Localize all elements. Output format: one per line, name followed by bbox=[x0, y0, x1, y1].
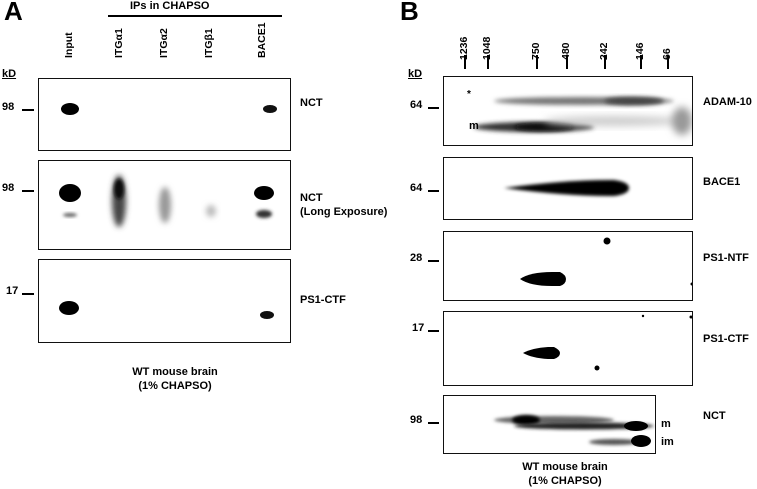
blot-b-adam10: * m bbox=[443, 76, 693, 146]
caption-b-line1: WT mouse brain bbox=[522, 461, 608, 473]
band bbox=[63, 213, 77, 217]
row-label-ps1ctf-b: PS1-CTF bbox=[703, 333, 749, 345]
spot bbox=[690, 282, 692, 286]
marker-98-b: 98 bbox=[410, 414, 423, 426]
blot-b-adam10-bands bbox=[474, 97, 692, 135]
size-tick bbox=[604, 55, 606, 69]
blot-a-nct bbox=[38, 78, 291, 151]
band-label-im: im bbox=[661, 436, 674, 448]
marker-98-a2: 98 bbox=[2, 182, 15, 194]
row-label-nct-long-a: NCT bbox=[300, 192, 323, 204]
band bbox=[254, 186, 274, 200]
kd-unit-a: kD bbox=[2, 68, 17, 80]
band bbox=[260, 311, 274, 319]
band-label-m1: m bbox=[469, 120, 479, 132]
lane-label-bace1: BACE1 bbox=[256, 22, 268, 58]
marker-28-b: 28 bbox=[410, 252, 423, 264]
size-tick bbox=[566, 55, 568, 69]
band bbox=[512, 415, 540, 425]
marker-tick bbox=[22, 109, 34, 111]
row-label-nct-b: NCT bbox=[703, 410, 726, 422]
smear bbox=[514, 422, 654, 430]
marker-98-a1: 98 bbox=[2, 101, 15, 113]
blot-b-ps1ctf bbox=[443, 311, 693, 386]
band bbox=[263, 105, 277, 113]
band bbox=[59, 184, 81, 202]
size-tick bbox=[464, 55, 466, 69]
band bbox=[59, 301, 79, 315]
blot-a-ps1ctf bbox=[38, 259, 291, 343]
marker-64-b2: 64 bbox=[410, 182, 423, 194]
lane-label-itga2: ITGα2 bbox=[158, 28, 170, 58]
size-tick bbox=[640, 55, 642, 69]
caption-a-line1: WT mouse brain bbox=[132, 366, 218, 378]
caption-b: WT mouse brain (1% CHAPSO) bbox=[485, 460, 645, 488]
marker-tick bbox=[22, 190, 34, 192]
kd-unit-b: kD bbox=[408, 68, 423, 80]
blot-b-nct bbox=[443, 395, 656, 454]
band bbox=[256, 210, 272, 218]
band bbox=[520, 272, 566, 286]
blot-b-ps1ntf bbox=[443, 231, 693, 301]
spot bbox=[689, 315, 692, 319]
caption-b-line2: (1% CHAPSO) bbox=[528, 475, 602, 487]
row-label-bace1-b: BACE1 bbox=[703, 176, 741, 188]
caption-a-line2: (1% CHAPSO) bbox=[138, 380, 212, 392]
smear bbox=[206, 205, 216, 217]
smear bbox=[114, 179, 124, 199]
blot-a-nct-long-bands bbox=[59, 175, 274, 227]
marker-tick bbox=[428, 330, 439, 332]
marker-tick bbox=[428, 190, 439, 192]
spot bbox=[603, 237, 611, 245]
row-label-long-exposure: (Long Exposure) bbox=[300, 206, 388, 218]
lane-label-itga1: ITGα1 bbox=[113, 28, 125, 58]
smear bbox=[544, 116, 684, 126]
blot-b-nct-bands bbox=[494, 415, 654, 447]
band-label-m2: m bbox=[661, 418, 671, 430]
lane-label-input: Input bbox=[63, 32, 75, 58]
smear bbox=[604, 97, 664, 105]
smear bbox=[672, 107, 692, 135]
spot bbox=[594, 365, 600, 371]
band bbox=[624, 421, 648, 431]
marker-tick bbox=[428, 422, 439, 424]
ip-header: IPs in CHAPSO bbox=[130, 0, 210, 12]
blot-a-nct-bands bbox=[61, 103, 277, 115]
panel-a-letter: A bbox=[4, 0, 23, 26]
blot-b-bace1 bbox=[443, 157, 693, 220]
size-tick bbox=[667, 55, 669, 69]
smear bbox=[514, 123, 574, 131]
band bbox=[61, 103, 79, 115]
blot-a-nct-long bbox=[38, 160, 291, 250]
caption-a: WT mouse brain (1% CHAPSO) bbox=[95, 365, 255, 393]
smear bbox=[159, 187, 171, 223]
marker-tick bbox=[428, 107, 439, 109]
marker-17-b: 17 bbox=[412, 322, 425, 334]
band bbox=[504, 180, 629, 196]
blot-a-ps1ctf-bands bbox=[59, 301, 274, 319]
panel-b-letter: B bbox=[400, 0, 419, 26]
marker-17-a: 17 bbox=[6, 285, 19, 297]
marker-tick bbox=[22, 293, 34, 295]
lane-label-itgb1: ITGβ1 bbox=[203, 28, 215, 58]
marker-tick bbox=[428, 260, 439, 262]
size-tick bbox=[536, 55, 538, 69]
row-label-nct-a: NCT bbox=[300, 97, 323, 109]
blot-b-ps1ntf-bands bbox=[520, 237, 692, 286]
blot-b-ps1ctf-bands bbox=[523, 314, 692, 371]
band bbox=[631, 435, 651, 447]
marker-64-b1: 64 bbox=[410, 99, 423, 111]
size-tick bbox=[487, 55, 489, 69]
band bbox=[523, 347, 560, 359]
row-label-adam10: ADAM-10 bbox=[703, 96, 752, 108]
smear bbox=[589, 439, 639, 445]
band-label-star: * bbox=[467, 89, 471, 100]
row-label-ps1ntf: PS1-NTF bbox=[703, 252, 749, 264]
row-label-ps1ctf-a: PS1-CTF bbox=[300, 294, 346, 306]
spot bbox=[641, 314, 645, 318]
ip-header-line bbox=[108, 15, 282, 17]
blot-b-bace1-bands bbox=[504, 180, 629, 196]
